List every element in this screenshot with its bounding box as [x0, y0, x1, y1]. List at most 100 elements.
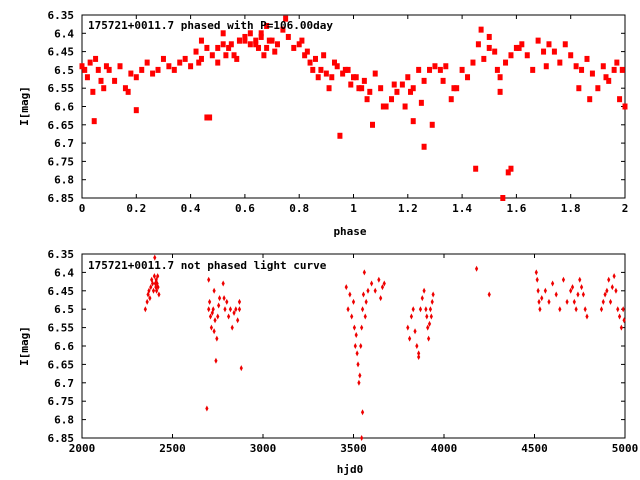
data-point [418, 306, 423, 313]
data-point [261, 52, 267, 59]
data-point [422, 287, 426, 294]
data-point [212, 287, 216, 294]
data-point [603, 291, 607, 298]
data-point [207, 306, 211, 313]
data-point [143, 306, 147, 313]
data-point [354, 331, 358, 338]
data-point [208, 298, 212, 305]
data-point [426, 324, 430, 331]
data-point [541, 48, 547, 55]
data-point [231, 52, 237, 59]
data-point [355, 350, 359, 357]
data-point [377, 276, 381, 283]
data-point [204, 114, 210, 121]
x-tick-label: 1.6 [506, 202, 526, 215]
data-point [345, 66, 351, 73]
data-point [91, 118, 97, 125]
data-point [437, 66, 443, 73]
data-point [565, 298, 569, 305]
data-point [427, 335, 431, 342]
data-point [391, 81, 397, 88]
data-point [101, 85, 107, 92]
plot1-frame [81, 14, 626, 199]
data-point [228, 306, 233, 313]
data-point [182, 55, 188, 62]
data-point [516, 44, 522, 51]
data-point [373, 287, 377, 294]
data-point [255, 44, 261, 51]
data-point [576, 85, 582, 92]
data-point [205, 405, 209, 412]
y-tick-label: 6.55 [48, 322, 75, 335]
plot2-ylabel: I[mag] [18, 326, 31, 366]
x-tick-label: 4500 [521, 442, 548, 455]
data-point [139, 66, 145, 73]
x-tick-label: 5000 [612, 442, 639, 455]
y-tick-label: 6.45 [48, 46, 75, 59]
data-point [360, 324, 364, 331]
plot1-points [79, 15, 628, 201]
data-point [266, 37, 272, 44]
plot2-title: 175721+0011.7 not phased light curve [88, 259, 327, 272]
data-point [607, 276, 611, 283]
data-point [411, 306, 415, 313]
data-point [357, 379, 361, 386]
data-point [570, 284, 575, 291]
data-point [494, 66, 500, 73]
data-point [207, 276, 211, 283]
x-tick-label: 0 [79, 202, 86, 215]
data-point [160, 55, 166, 62]
data-point [321, 52, 327, 59]
data-point [534, 269, 538, 276]
y-tick-label: 6.75 [48, 155, 75, 168]
y-tick-label: 6.45 [48, 285, 75, 298]
x-tick-label: 4000 [431, 442, 458, 455]
x-tick-label: 1 [350, 202, 357, 215]
data-point [425, 313, 429, 320]
data-point [207, 114, 213, 121]
data-point [497, 74, 503, 81]
data-point [568, 52, 574, 59]
data-point [557, 59, 563, 66]
data-point [152, 273, 156, 280]
data-point [359, 343, 363, 349]
data-point [551, 280, 555, 287]
data-point [302, 52, 308, 59]
data-point [106, 66, 112, 73]
data-point [465, 74, 471, 81]
data-point [443, 63, 449, 70]
data-point [431, 291, 435, 298]
data-point [600, 63, 606, 70]
data-point [147, 287, 151, 294]
data-point [356, 85, 362, 92]
x-tick-label: 2 [622, 202, 629, 215]
data-point [93, 55, 99, 62]
data-point [410, 85, 416, 92]
data-point [363, 313, 367, 320]
x-tick-label: 1.2 [398, 202, 418, 215]
data-point [587, 96, 593, 103]
data-point [242, 37, 248, 44]
data-point [331, 59, 337, 66]
data-point [579, 66, 585, 73]
data-point [98, 77, 104, 84]
data-point [227, 313, 231, 320]
data-point [378, 85, 384, 92]
data-point [217, 302, 221, 309]
data-point [473, 165, 479, 172]
data-point [247, 41, 253, 48]
y-tick-label: 6.65 [48, 358, 75, 371]
data-point [156, 273, 160, 280]
data-point [209, 52, 215, 59]
y-tick-label: 6.8 [54, 174, 74, 187]
data-point [242, 33, 248, 40]
y-tick-label: 6.7 [54, 377, 74, 390]
data-point [413, 328, 417, 335]
data-point [535, 276, 539, 283]
data-point [216, 313, 220, 320]
data-point [209, 324, 214, 331]
data-point [264, 22, 270, 29]
data-point [513, 44, 519, 51]
data-point [519, 41, 525, 48]
data-point [430, 298, 434, 305]
